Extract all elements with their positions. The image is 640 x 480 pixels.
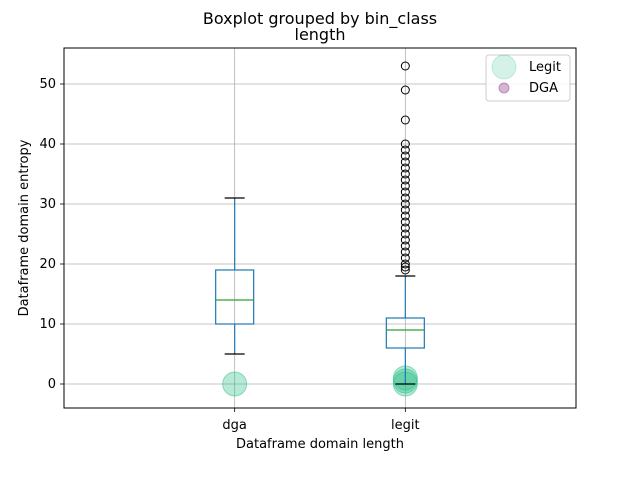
chart-title: length	[295, 25, 346, 44]
y-tick-label: 40	[39, 137, 56, 152]
y-tick-label: 30	[39, 197, 56, 212]
legend-label-dga: DGA	[529, 81, 558, 96]
x-axis-label: Dataframe domain length	[236, 437, 404, 452]
legend-box	[485, 54, 571, 102]
y-tick-label: 50	[39, 77, 56, 92]
axis-layer: 0 10 20 30 40 50 dga legit	[39, 77, 419, 433]
y-tick-label: 10	[39, 317, 56, 332]
outlier-legit	[400, 187, 410, 197]
x-tick-label: legit	[391, 418, 420, 433]
outlier-legit	[400, 241, 410, 251]
outlier-legit	[400, 199, 410, 209]
outlier-legit	[400, 151, 410, 161]
scatter-layer	[222, 365, 418, 397]
outlier-legit	[400, 223, 410, 233]
plot-frame	[63, 47, 577, 409]
y-axis-label: Dataframe domain entropy	[17, 139, 32, 316]
legend: Legit DGA	[485, 54, 571, 102]
outlier-legit	[400, 169, 410, 179]
legend-marker-legit	[491, 54, 517, 80]
outlier-legit	[400, 181, 410, 191]
outlier-legit	[400, 205, 410, 215]
outlier-legit	[400, 139, 410, 149]
y-tick-label: 20	[39, 257, 56, 272]
outlier-legit	[400, 157, 410, 167]
outlier-legit	[400, 61, 410, 71]
outlier-legit	[400, 229, 410, 239]
outlier-legit	[400, 193, 410, 203]
box-layer	[215, 61, 425, 385]
outlier-legit	[400, 265, 410, 275]
outlier-legit	[400, 85, 410, 95]
outlier-legit	[400, 175, 410, 185]
outlier-legit	[400, 259, 410, 269]
grid-layer	[64, 48, 576, 408]
outlier-legit	[400, 253, 410, 263]
outlier-legit	[400, 163, 410, 173]
x-tick-label: dga	[222, 418, 246, 433]
outlier-legit	[400, 115, 410, 125]
legend-marker-dga	[498, 82, 510, 94]
outlier-legit	[400, 217, 410, 227]
legend-label-legit: Legit	[529, 60, 561, 75]
outlier-legit	[400, 211, 410, 221]
outlier-legit	[400, 247, 410, 257]
outlier-legit	[400, 145, 410, 155]
scatter-point-legit	[222, 371, 248, 397]
outlier-legit	[400, 235, 410, 245]
outlier-legit	[400, 262, 410, 272]
chart-suptitle: Boxplot grouped by bin_class	[203, 9, 437, 29]
y-tick-label: 0	[48, 377, 56, 392]
